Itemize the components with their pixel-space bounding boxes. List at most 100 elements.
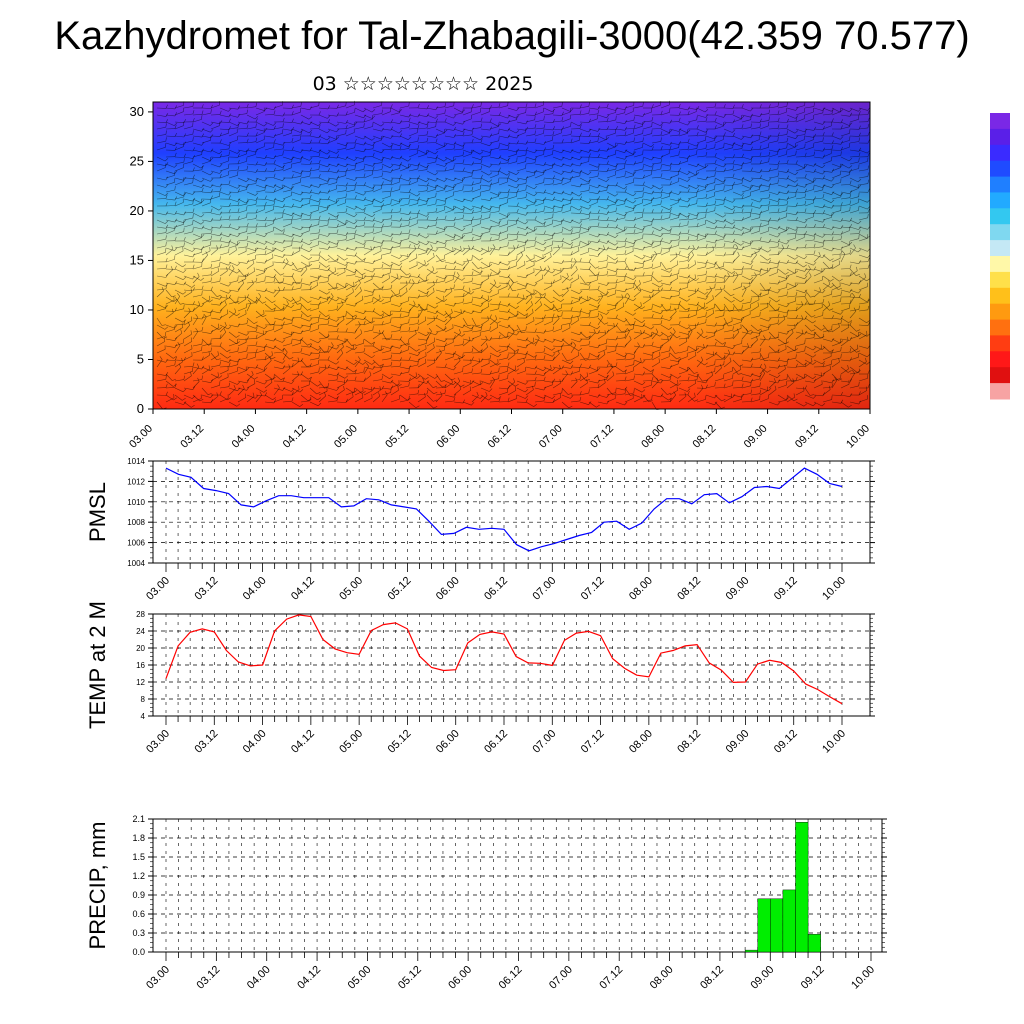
wind-barb-flag: [296, 283, 301, 285]
wind-barb-flag: [687, 188, 690, 193]
wind-barb: [498, 282, 509, 284]
wind-barb: [318, 268, 328, 272]
wind-barb: [363, 278, 373, 284]
wind-barb: [237, 246, 247, 249]
wind-barb: [696, 266, 706, 270]
wind-barb: [354, 149, 364, 153]
wind-barb: [615, 142, 625, 145]
wind-barb: [372, 209, 382, 214]
wind-barb-flag: [462, 145, 465, 150]
wind-barb: [615, 184, 625, 190]
wind-barb-flag: [588, 179, 591, 184]
wind-barb: [597, 128, 608, 130]
wind-barb-flag: [561, 179, 563, 184]
wind-barb: [588, 176, 598, 179]
wind-barb-flag: [587, 199, 592, 204]
wind-barb-flag: [228, 208, 231, 213]
wind-barb: [192, 128, 202, 132]
wind-barb-flag: [462, 167, 465, 172]
wind-barb: [507, 170, 517, 175]
wind-barb: [534, 163, 544, 166]
wind-barb: [786, 142, 796, 148]
wind-barb: [840, 282, 850, 286]
wind-barb: [165, 114, 176, 117]
wind-barb: [777, 184, 787, 188]
wind-barb: [192, 119, 202, 123]
wind-barb: [525, 191, 535, 197]
wind-barb-flag: [255, 223, 258, 228]
wind-barb-flag: [651, 220, 653, 225]
wind-barb-flag: [579, 220, 583, 224]
wind-barb: [390, 142, 400, 147]
wind-barb-flag: [380, 123, 385, 127]
wind-barb-flag: [822, 242, 825, 247]
wind-barb-flag: [171, 245, 174, 250]
wind-barb: [777, 230, 787, 235]
wind-barb-flag: [381, 241, 383, 246]
wind-barb: [246, 149, 256, 153]
wind-barb-flag: [246, 132, 249, 137]
wind-barb-flag: [361, 272, 366, 276]
wind-barb: [705, 204, 715, 207]
wind-barb: [327, 188, 337, 193]
wind-barb-flag: [327, 140, 331, 144]
wind-barb-flag: [777, 250, 780, 255]
wind-barb: [210, 121, 220, 125]
wind-barb: [435, 177, 445, 182]
wind-barb: [219, 107, 229, 112]
wind-barb: [534, 240, 544, 246]
wind-barb: [516, 264, 526, 270]
wind-barb: [354, 156, 364, 160]
wind-barb-flag: [390, 187, 393, 192]
wind-barb-flag: [705, 117, 708, 122]
wind-barb: [606, 112, 616, 116]
wind-barb-flag: [210, 270, 213, 275]
wind-barb: [741, 162, 751, 165]
wind-barb: [381, 111, 391, 116]
wind-barb-flag: [561, 117, 564, 122]
wind-barb-flag: [614, 242, 619, 246]
wind-barb: [480, 111, 490, 116]
wind-barb: [840, 174, 850, 179]
wind-barb: [417, 107, 428, 110]
wind-barb: [165, 212, 175, 215]
wind-barb-flag: [282, 150, 284, 156]
wind-barb: [165, 175, 175, 179]
wind-barb: [579, 190, 589, 193]
wind-barb: [462, 281, 472, 284]
wind-barb-flag: [434, 271, 438, 275]
wind-barb-flag: [253, 267, 255, 272]
wind-barb-flag: [714, 200, 716, 205]
wind-barb: [552, 223, 562, 228]
wind-barb: [363, 198, 373, 202]
wind-barb-flag: [813, 196, 817, 201]
wind-barb-flag: [720, 267, 725, 270]
wind-barb: [228, 121, 238, 126]
wind-barb: [192, 219, 202, 225]
wind-barb: [624, 268, 634, 272]
wind-barb: [372, 188, 382, 193]
wind-barb-flag: [615, 207, 617, 212]
wind-barb: [543, 205, 553, 209]
wind-barb: [750, 251, 760, 256]
wind-barb-flag: [731, 206, 736, 211]
wind-barb-flag: [468, 245, 471, 250]
wind-barb: [588, 268, 596, 276]
wind-barb-flag: [380, 199, 385, 203]
wind-barb-flag: [731, 221, 736, 225]
wind-barb-flag: [318, 152, 321, 157]
wind-barb: [615, 156, 625, 160]
wind-barb: [759, 125, 769, 130]
wind-barb-flag: [759, 152, 762, 157]
wind-barb: [255, 146, 265, 151]
wind-barb-flag: [471, 172, 473, 177]
wind-barb: [363, 219, 373, 222]
wind-barb: [597, 274, 607, 277]
wind-barb: [705, 281, 716, 284]
wind-barb-flag: [335, 123, 340, 127]
wind-barb-flag: [388, 274, 390, 279]
wind-barb-flag: [309, 121, 313, 125]
wind-barb: [498, 217, 508, 221]
wind-barb-flag: [264, 127, 268, 132]
wind-barb: [426, 256, 435, 263]
